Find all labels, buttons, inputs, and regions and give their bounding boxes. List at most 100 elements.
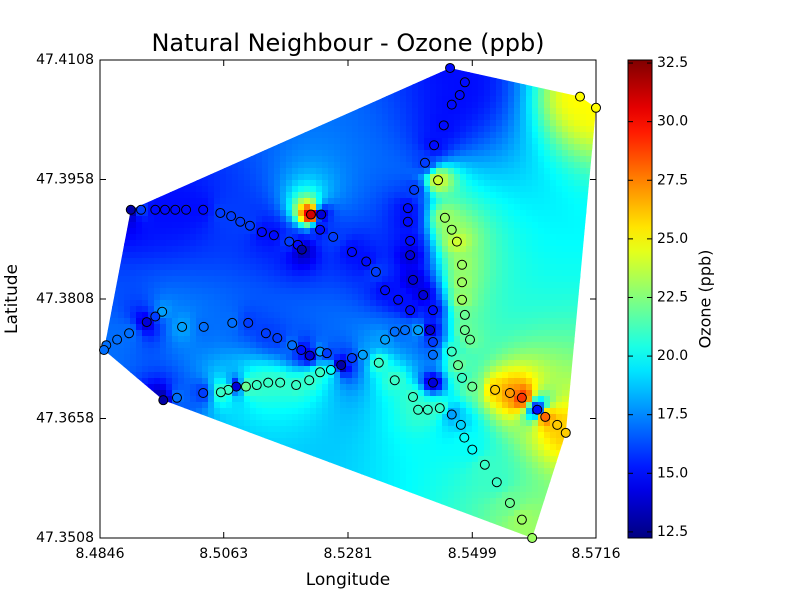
interpolated-cell [208,354,215,361]
interpolated-cell [568,348,575,355]
interpolated-cell [358,408,365,415]
interpolated-cell [178,390,185,397]
interpolated-cell [448,234,455,241]
interpolated-cell [424,438,431,445]
interpolated-cell [556,156,563,163]
interpolated-cell [400,468,407,475]
station-point [400,325,411,336]
interpolated-cell [412,480,419,487]
interpolated-cell [286,192,293,199]
interpolated-cell [334,390,341,397]
interpolated-cell [436,390,443,397]
interpolated-cell [550,396,557,403]
interpolated-cell [370,258,377,265]
interpolated-cell [418,264,425,271]
interpolated-cell [388,132,395,139]
interpolated-cell [406,108,413,115]
interpolated-cell [406,162,413,169]
interpolated-cell [352,312,359,319]
interpolated-cell [280,354,287,361]
interpolated-cell [490,132,497,139]
interpolated-cell [322,414,329,421]
interpolated-cell [286,414,293,421]
interpolated-cell [376,306,383,313]
interpolated-cell [520,420,527,427]
interpolated-cell [208,312,215,319]
interpolated-cell [262,336,269,343]
interpolated-cell [424,354,431,361]
interpolated-cell [490,360,497,367]
interpolated-cell [208,390,215,397]
interpolated-cell [406,246,413,253]
interpolated-cell [496,300,503,307]
interpolated-cell [220,300,227,307]
interpolated-cell [118,342,125,349]
interpolated-cell [430,264,437,271]
interpolated-cell [304,174,311,181]
interpolated-cell [490,258,497,265]
interpolated-cell [376,438,383,445]
interpolated-cell [538,438,545,445]
interpolated-cell [178,360,185,367]
interpolated-cell [376,168,383,175]
interpolated-cell [574,318,581,325]
interpolated-cell [112,276,119,283]
station-point [272,333,283,344]
interpolated-cell [262,426,269,433]
interpolated-cell [400,480,407,487]
station-point [459,309,470,320]
interpolated-cell [136,318,143,325]
interpolated-cell [406,300,413,307]
interpolated-cell [172,336,179,343]
interpolated-cell [496,264,503,271]
interpolated-cell [244,156,251,163]
interpolated-cell [376,132,383,139]
interpolated-cell [526,390,533,397]
interpolated-cell [466,126,473,133]
interpolated-cell [358,258,365,265]
interpolated-cell [184,246,191,253]
interpolated-cell [412,492,419,499]
interpolated-cell [124,348,131,355]
interpolated-cell [382,396,389,403]
interpolated-cell [520,522,527,529]
interpolated-cell [178,246,185,253]
interpolated-cell [178,228,185,235]
interpolated-cell [322,408,329,415]
interpolated-cell [436,444,443,451]
interpolated-cell [388,408,395,415]
interpolated-cell [544,450,551,457]
interpolated-cell [388,312,395,319]
interpolated-cell [202,270,209,277]
interpolated-cell [520,288,527,295]
interpolated-cell [130,252,137,259]
interpolated-cell [454,426,461,433]
interpolated-cell [442,378,449,385]
interpolated-cell [322,288,329,295]
interpolated-cell [256,156,263,163]
interpolated-cell [256,414,263,421]
interpolated-cell [514,462,521,469]
interpolated-cell [502,216,509,223]
interpolated-cell [502,414,509,421]
interpolated-cell [370,378,377,385]
interpolated-cell [400,300,407,307]
interpolated-cell [220,330,227,337]
interpolated-cell [286,138,293,145]
interpolated-cell [550,276,557,283]
interpolated-cell [292,420,299,427]
interpolated-cell [196,174,203,181]
interpolated-cell [370,168,377,175]
interpolated-cell [418,150,425,157]
interpolated-cell [184,330,191,337]
interpolated-cell [472,114,479,121]
interpolated-cell [472,90,479,97]
interpolated-cell [502,510,509,517]
interpolated-cell [244,294,251,301]
interpolated-cell [472,426,479,433]
interpolated-cell [484,228,491,235]
interpolated-cell [406,324,413,331]
interpolated-cell [334,372,341,379]
interpolated-cell [562,330,569,337]
interpolated-cell [424,414,431,421]
